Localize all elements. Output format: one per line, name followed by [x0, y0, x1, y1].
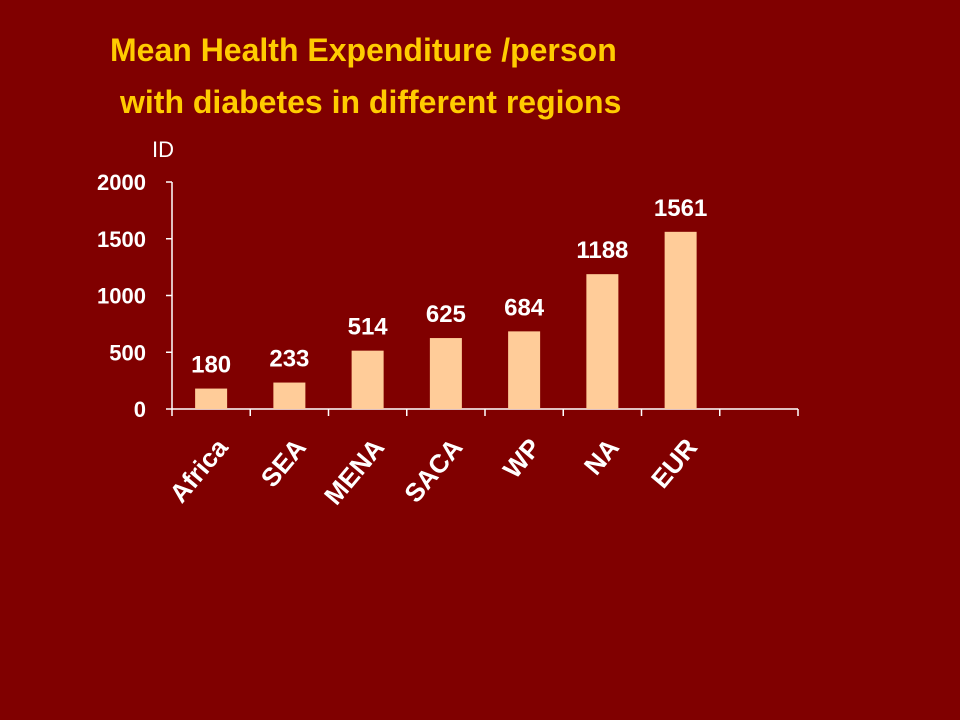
bar-value-label: 684 — [504, 294, 545, 321]
chart-axes: 0 500 1000 1500 2000 — [97, 170, 799, 422]
bar-value-label: 1188 — [576, 237, 628, 264]
bar-value-label: 514 — [348, 314, 389, 341]
y-axis-unit-label: ID — [152, 137, 174, 162]
bar — [664, 231, 697, 409]
bar-value-label: 625 — [426, 301, 466, 328]
category-label: NA — [578, 432, 625, 480]
bar — [351, 350, 384, 409]
bar — [195, 388, 228, 409]
bar-value-label: 233 — [269, 346, 309, 373]
category-label: MENA — [318, 432, 390, 510]
bar — [273, 382, 306, 409]
y-tick-label: 1500 — [97, 227, 146, 252]
chart-title-line-2: with diabetes in different regions — [120, 84, 622, 120]
chart-category-labels: Africa SEA MENA SACA WP NA EUR — [163, 432, 703, 510]
bar-value-label: 180 — [191, 352, 231, 379]
bar — [586, 274, 619, 409]
y-tick-label: 1000 — [97, 284, 146, 309]
y-tick-label: 0 — [134, 397, 146, 422]
category-label: SACA — [398, 432, 468, 508]
category-label: WP — [497, 433, 547, 484]
bar — [508, 331, 541, 409]
chart-title-line-1: Mean Health Expenditure /person — [110, 32, 617, 68]
bar — [429, 338, 462, 409]
category-label: SEA — [255, 432, 312, 492]
bar-value-label: 1561 — [654, 195, 707, 222]
category-label: EUR — [645, 432, 703, 494]
y-tick-label: 2000 — [97, 170, 146, 195]
category-label: Africa — [163, 432, 234, 508]
y-tick-label: 500 — [109, 340, 146, 365]
chart-data-labels: 180 233 514 625 684 1188 1561 — [191, 195, 707, 379]
chart-bars — [195, 231, 697, 409]
